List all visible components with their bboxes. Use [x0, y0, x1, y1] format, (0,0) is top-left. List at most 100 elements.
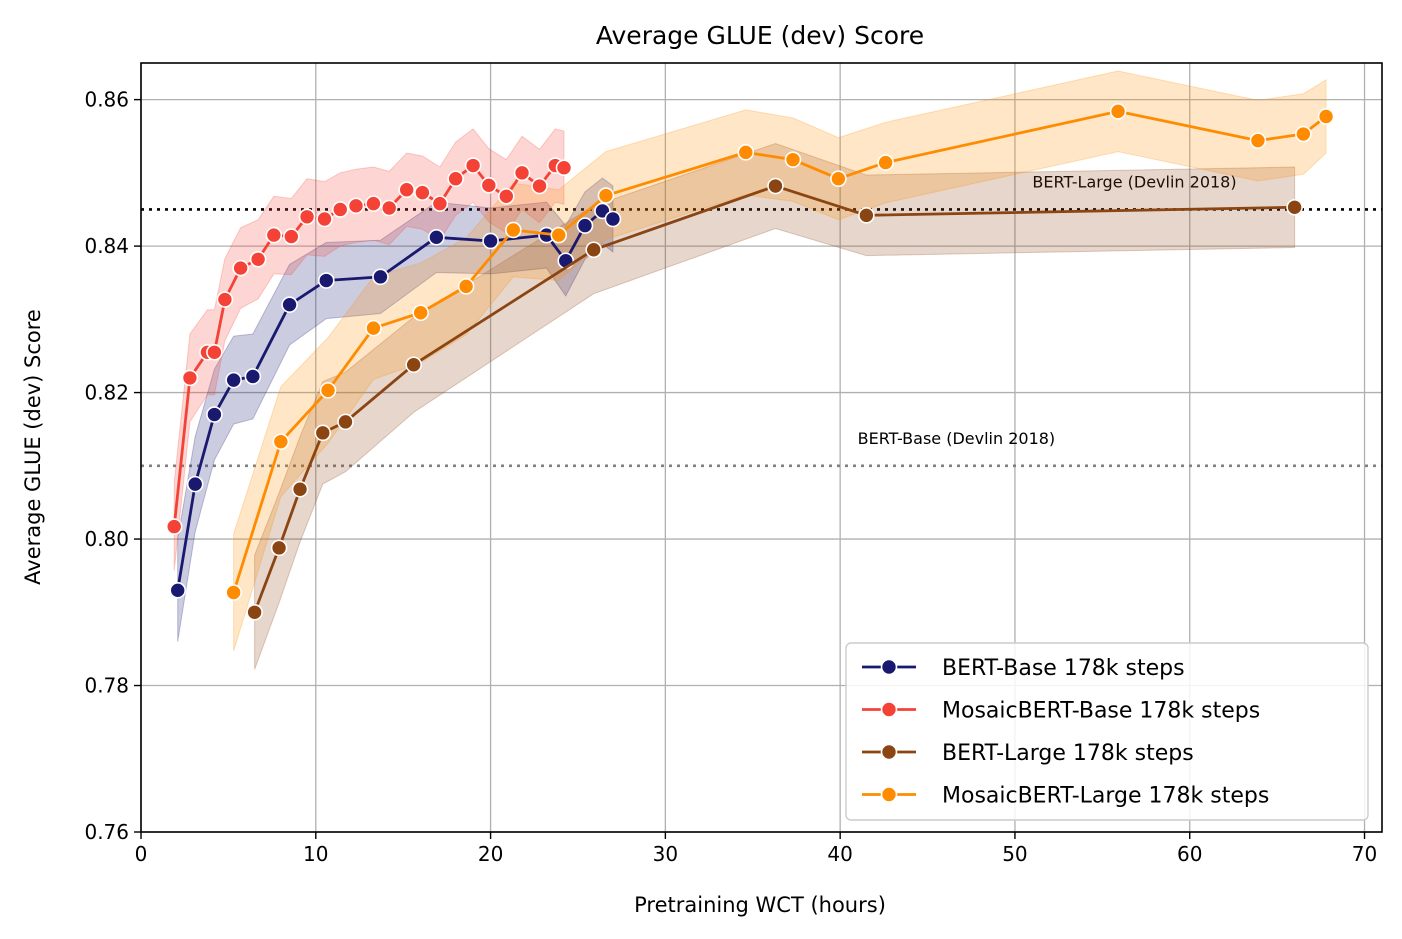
data-point [244, 368, 262, 385]
y-axis-label: Average GLUE (dev) Score [21, 309, 45, 585]
data-point [225, 584, 242, 601]
data-point [314, 424, 332, 442]
data-point [767, 177, 784, 195]
data-point [830, 170, 847, 188]
data-point [428, 229, 445, 246]
x-axis-label: Pretraining WCT (hours) [634, 893, 886, 917]
legend-swatch-marker [880, 786, 898, 803]
data-point [232, 259, 249, 277]
legend: BERT-Base 178k steps MosaicBERT-Base 178k… [845, 642, 1369, 821]
data-point [347, 197, 365, 215]
data-point [365, 195, 382, 212]
data-point [337, 413, 354, 431]
x-tick-label: 60 [1177, 842, 1202, 866]
legend-box [845, 642, 1369, 821]
legend-swatch-marker [880, 743, 898, 761]
data-point [246, 603, 263, 621]
data-point [604, 210, 622, 228]
data-point [597, 187, 615, 204]
data-point [1109, 103, 1127, 120]
data-point [1286, 198, 1303, 216]
data-point [216, 291, 234, 308]
legend-entry-label: MosaicBERT-Base 178k steps [942, 699, 1260, 724]
data-point [513, 164, 531, 182]
data-point [398, 181, 415, 199]
plot-frame [140, 62, 1383, 833]
legend-entry-label: MosaicBERT-Large 178k steps [942, 784, 1269, 809]
data-point [414, 184, 431, 201]
x-tick-label: 10 [303, 842, 328, 866]
data-point [169, 582, 187, 599]
data-point [1317, 108, 1335, 125]
x-tick-label: 70 [1352, 842, 1377, 866]
data-point [298, 208, 316, 226]
x-tick-label: 50 [1002, 842, 1027, 866]
x-tick-label: 20 [478, 842, 503, 866]
data-point [265, 226, 283, 244]
data-point [585, 241, 603, 259]
data-point [272, 433, 290, 450]
data-point [576, 217, 594, 234]
data-point [317, 272, 335, 289]
data-point [181, 369, 199, 387]
data-point [270, 539, 288, 557]
y-tick-label: 0.84 [84, 234, 129, 258]
data-point [877, 154, 894, 171]
data-point [225, 371, 242, 389]
chart-title: Average GLUE (dev) Score [596, 21, 924, 50]
data-point [380, 199, 398, 217]
data-point [412, 304, 429, 322]
legend-swatch-marker [880, 658, 898, 676]
data-point [206, 406, 223, 423]
confidence-band [233, 70, 1327, 652]
data-point [531, 177, 548, 195]
y-tick-label: 0.82 [84, 381, 129, 405]
y-tick-label: 0.76 [84, 820, 129, 844]
y-tick-label: 0.86 [84, 88, 129, 112]
axes: 0 10 20 30 40 50 60 70 0.76 0.78 0.80 0.82 0.84 0.86 [84, 62, 1383, 866]
data-point [784, 151, 802, 168]
data-point [550, 226, 568, 244]
data-point [283, 228, 300, 245]
data-point [431, 195, 449, 212]
confidence-band [177, 177, 614, 642]
x-tick-label: 0 [135, 842, 148, 866]
data-point [165, 518, 183, 535]
data-point [480, 177, 498, 194]
data-point [206, 343, 223, 361]
x-tick-label: 40 [827, 842, 852, 866]
data-point [447, 170, 464, 188]
data-point [331, 201, 349, 218]
data-point [737, 144, 755, 161]
confidence-band [254, 143, 1296, 670]
series-line [253, 184, 1295, 613]
data-point [555, 159, 573, 177]
data-point [482, 232, 499, 250]
data-point [858, 207, 875, 224]
legend-entry-label: BERT-Base 178k steps [942, 656, 1185, 681]
data-point [1249, 132, 1267, 149]
data-point [186, 475, 204, 493]
data-point [249, 250, 267, 268]
x-tick-label: 30 [653, 842, 678, 866]
data-point [316, 210, 333, 228]
y-tick-label: 0.78 [84, 674, 129, 698]
data-point [291, 480, 309, 498]
legend-swatch-marker [880, 701, 898, 718]
data-point [281, 296, 298, 313]
data-point [457, 278, 475, 295]
data-point [365, 319, 382, 337]
data-point [319, 382, 337, 399]
data-point [504, 221, 522, 239]
series-lines [165, 103, 1335, 621]
data-point [464, 157, 482, 174]
y-tick-label: 0.80 [84, 527, 129, 551]
data-point [372, 268, 389, 286]
data-point [1295, 125, 1312, 143]
data-point [498, 187, 515, 205]
legend-entry-label: BERT-Large 178k steps [942, 741, 1194, 766]
reference-line-label: BERT-Base (Devlin 2018) [858, 429, 1056, 448]
data-point [405, 356, 422, 374]
reference-line-label: BERT-Large (Devlin 2018) [1032, 172, 1236, 191]
